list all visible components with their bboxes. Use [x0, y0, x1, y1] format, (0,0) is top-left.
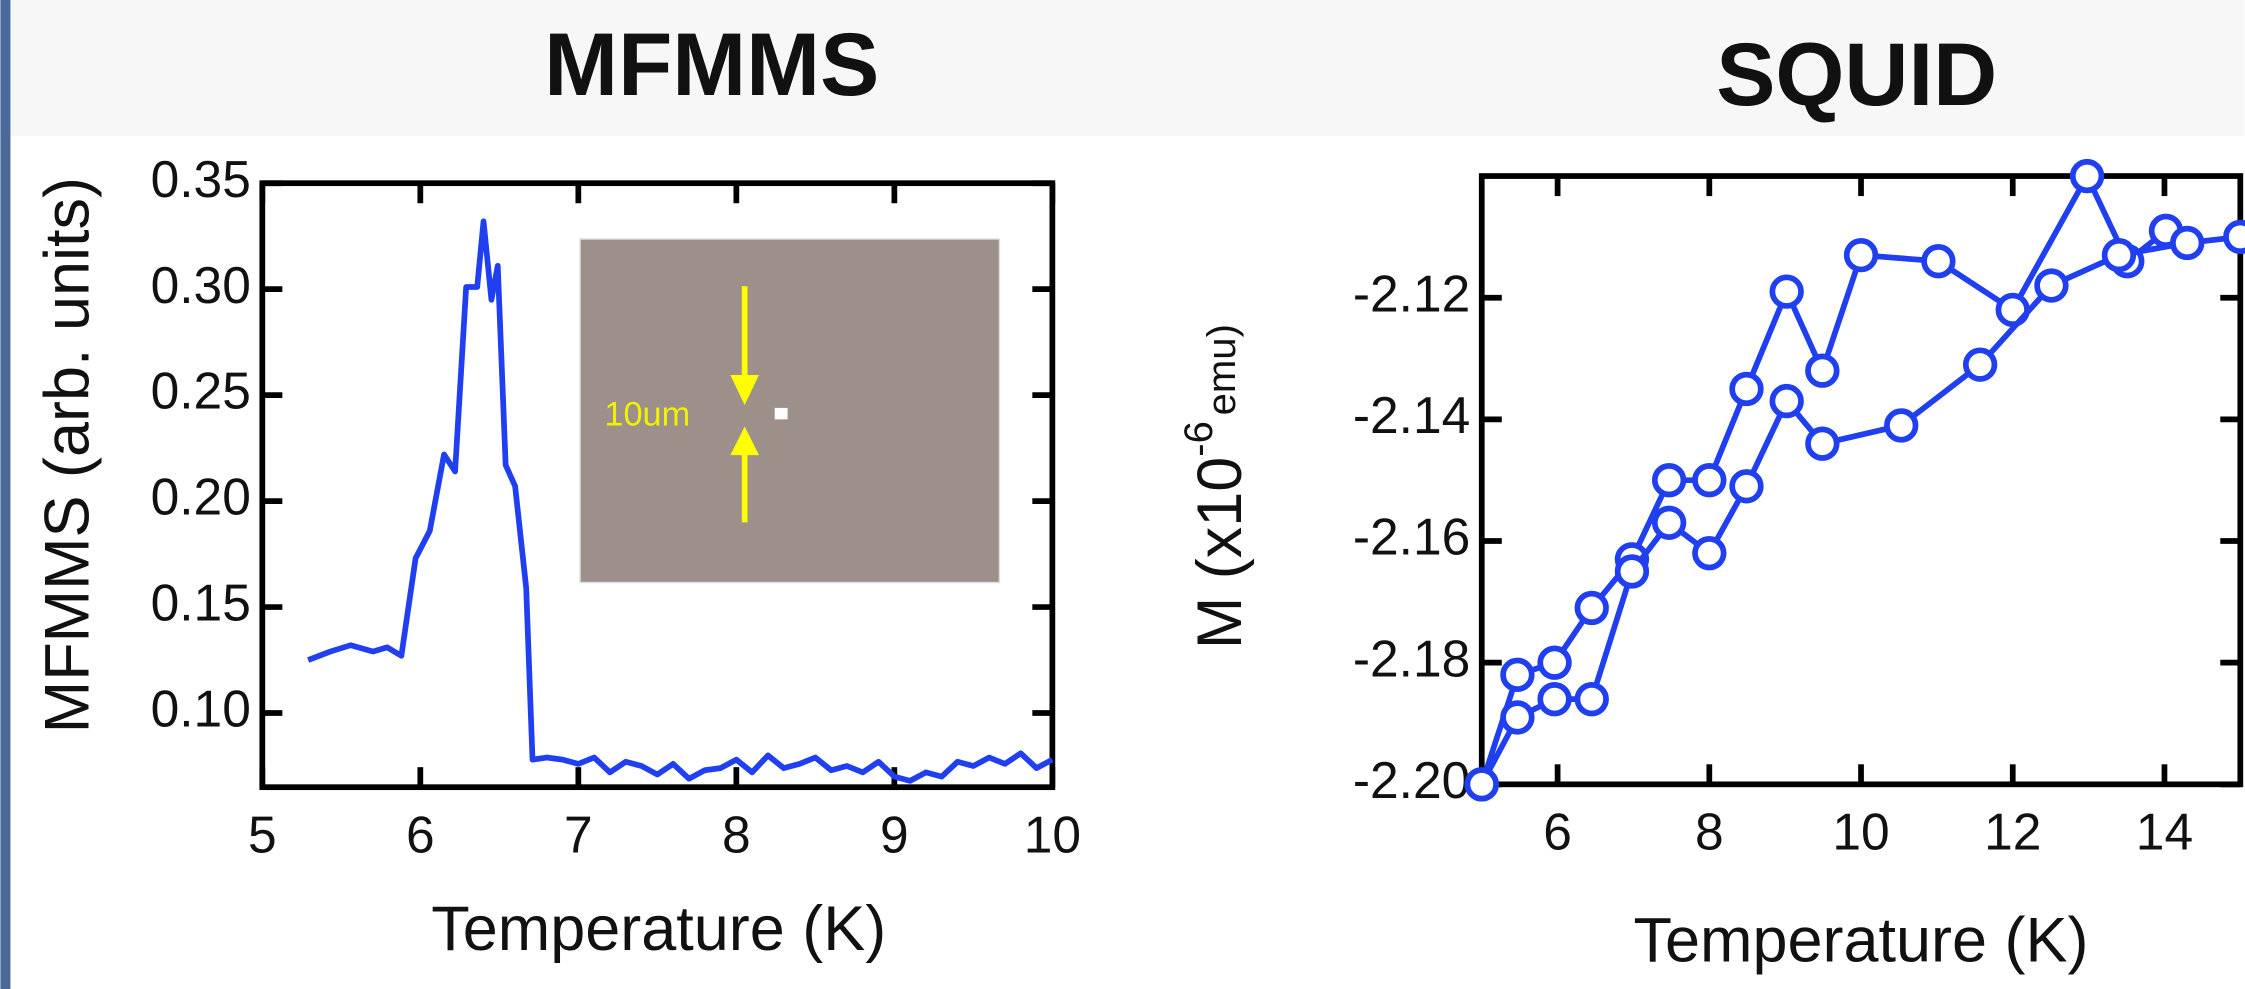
data-point	[1805, 353, 1840, 388]
side-strip	[0, 0, 11, 989]
y-axis-title-exponent: -6	[1177, 421, 1221, 457]
data-point	[1651, 463, 1687, 498]
y-tick-label: -2.12	[1353, 264, 1470, 322]
y-axis-title: M (x10-6 emu)	[1177, 324, 1255, 649]
data-point	[2170, 225, 2205, 261]
data-point	[2069, 158, 2105, 194]
data-line	[1479, 173, 2168, 786]
data-point	[1692, 536, 1727, 571]
y-tick-label: 0.10	[151, 680, 251, 738]
y-tick-label: -2.18	[1353, 629, 1470, 687]
data-point	[1464, 767, 1499, 802]
x-tick-label: 5	[248, 805, 277, 863]
data-point	[1843, 237, 1879, 273]
y-tick-label: 0.15	[151, 574, 251, 632]
y-tick-label: 0.35	[151, 150, 251, 208]
data-point	[1574, 681, 1609, 717]
inset-photo: 10um	[579, 238, 1001, 584]
chart-title: MFMMS	[544, 15, 879, 114]
header-band	[0, 0, 2245, 136]
data-point	[1500, 657, 1535, 693]
plot-frame	[259, 180, 1056, 791]
data-point	[1692, 463, 1727, 498]
data-point	[1651, 505, 1687, 540]
data-point	[1574, 590, 1609, 626]
y-axis-title-main: M (x10	[1185, 457, 1255, 649]
data-point	[1884, 408, 1919, 443]
y-tick-label: 0.30	[151, 256, 251, 314]
y-tick-label: 0.25	[151, 362, 251, 420]
data-point	[1769, 274, 1804, 309]
data-line	[307, 218, 1054, 784]
data-point	[1537, 681, 1572, 717]
sample-dot	[774, 407, 788, 420]
y-tick-label: -2.16	[1353, 508, 1470, 566]
data-point	[2034, 268, 2069, 303]
x-tick-label: 12	[1984, 802, 2041, 860]
x-tick-label: 9	[880, 805, 909, 863]
x-axis-title: Temperature (K)	[1634, 905, 2089, 975]
data-point	[1805, 426, 1840, 461]
y-tick-label: -2.20	[1353, 751, 1470, 809]
x-tick-label: 10	[1024, 805, 1081, 863]
data-point	[1962, 347, 1998, 382]
data-point	[1500, 700, 1535, 735]
arrow-head	[730, 426, 759, 456]
x-tick-label: 8	[1695, 802, 1724, 860]
x-tick-label: 6	[406, 805, 435, 863]
data-point	[1769, 383, 1804, 419]
inset-background	[579, 238, 1001, 584]
data-point	[1921, 244, 1956, 279]
y-tick-label: -2.14	[1353, 386, 1470, 444]
inset-label: 10um	[604, 396, 690, 434]
y-tick-label: 0.20	[151, 468, 251, 526]
data-point	[2101, 237, 2137, 273]
chart-title: SQUID	[1716, 25, 1997, 124]
x-tick-label: 8	[722, 805, 751, 863]
data-point	[1614, 554, 1650, 589]
y-axis-title: MFMMS (arb. units)	[33, 177, 103, 733]
data-line	[1479, 234, 2241, 786]
arrow-head	[730, 374, 759, 406]
x-tick-label: 7	[564, 805, 593, 863]
y-axis-title-unit: emu)	[1200, 324, 1244, 415]
data-point	[1729, 371, 1764, 407]
x-tick-label: 6	[1543, 802, 1572, 860]
x-tick-label: 14	[2136, 802, 2193, 860]
data-point	[1537, 645, 1572, 680]
x-axis-title: Temperature (K)	[431, 894, 886, 964]
x-tick-label: 10	[1832, 802, 1889, 860]
data-point	[2223, 219, 2245, 255]
data-point	[1729, 469, 1764, 504]
